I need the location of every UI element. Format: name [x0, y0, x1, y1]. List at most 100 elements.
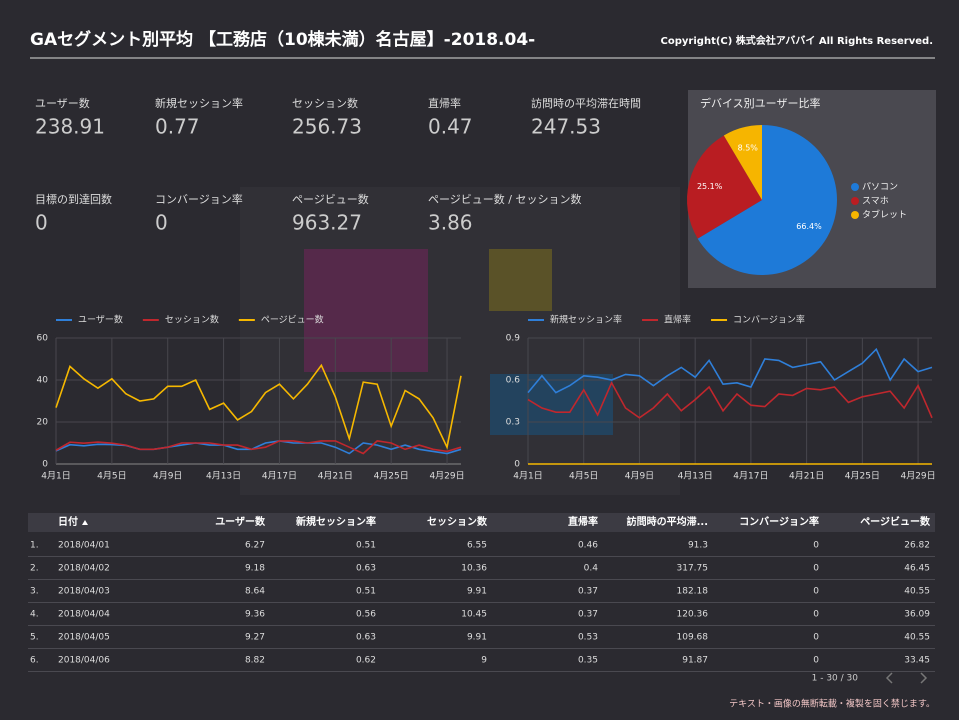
table-cell: 4. — [30, 610, 39, 620]
legend-swatch — [851, 197, 859, 205]
pie-title: デバイス別ユーザー比率 — [700, 96, 820, 110]
x-tick-label: 4月5日 — [569, 471, 598, 482]
legend-swatch — [851, 183, 859, 191]
table-cell: 40.55 — [904, 633, 930, 643]
series-line — [55, 440, 462, 455]
table-cell: 0.35 — [578, 656, 598, 666]
table-cell: 9.36 — [245, 610, 265, 620]
table-cell: 9 — [481, 656, 487, 666]
y-tick-label: 0 — [42, 460, 48, 470]
y-tick-label: 60 — [37, 334, 49, 344]
column-header: コンバージョン率 — [739, 515, 819, 528]
table-cell: 40.55 — [904, 587, 930, 597]
y-tick-label: 20 — [37, 418, 49, 428]
pie-label: 66.4% — [796, 222, 822, 231]
watermark — [304, 249, 428, 372]
table-cell: 0.37 — [578, 610, 598, 620]
legend-swatch — [851, 211, 859, 219]
footer-note: テキスト・画像の無断転載・複製を固く禁じます。 — [729, 698, 935, 710]
pie-slice — [687, 135, 762, 239]
table-cell: 36.09 — [904, 610, 930, 620]
column-header: 訪問時の平均滞... — [627, 515, 708, 528]
table-cell: 5. — [30, 633, 39, 643]
pie-slice — [723, 125, 762, 200]
table-cell: 0.56 — [356, 610, 376, 620]
table-cell: 9.27 — [245, 633, 265, 643]
x-tick-label: 4月17日 — [733, 471, 768, 482]
table-cell: 9.91 — [467, 587, 487, 597]
y-tick-label: 0.3 — [506, 418, 520, 428]
kpi-value: 0.77 — [155, 115, 200, 139]
table-cell: 2018/04/03 — [58, 587, 110, 597]
table-cell: 26.82 — [904, 541, 930, 551]
y-tick-label: 40 — [37, 376, 49, 386]
y-tick-label: 0.9 — [506, 334, 521, 344]
table-cell: 6.27 — [245, 541, 265, 551]
watermark — [489, 249, 552, 311]
table-header-bg — [28, 513, 935, 532]
table-cell: 8.64 — [245, 587, 265, 597]
kpi-label: 新規セッション率 — [155, 96, 243, 110]
kpi-value: 247.53 — [531, 115, 601, 139]
table-cell: 0.51 — [356, 541, 376, 551]
table-cell: 0 — [813, 587, 819, 597]
table-cell: 8.82 — [245, 656, 265, 666]
table-cell: 182.18 — [677, 587, 709, 597]
pie-label: 25.1% — [697, 182, 723, 191]
series-line — [527, 347, 933, 394]
kpi-value: 963.27 — [292, 211, 362, 235]
pager-arrows[interactable] — [885, 672, 928, 684]
page-title: GAセグメント別平均 【工務店（10棟未満）名古屋】-2018.04- — [30, 29, 535, 50]
x-tick-label: 4月29日 — [900, 471, 935, 482]
column-header: ユーザー数 — [215, 515, 266, 528]
table-cell: 0.62 — [356, 656, 376, 666]
table-cell: 2018/04/06 — [58, 656, 110, 666]
series-line — [527, 380, 933, 419]
table-cell: 2. — [30, 564, 39, 574]
legend-label: スマホ — [862, 196, 889, 207]
legend-label: コンバージョン率 — [733, 314, 805, 326]
table-cell: 109.68 — [677, 633, 709, 643]
y-tick-label: 0.6 — [506, 376, 521, 386]
column-header: セッション数 — [427, 515, 488, 528]
kpi-label: 目標の到達回数 — [35, 192, 112, 206]
table-cell: 9.18 — [245, 564, 265, 574]
table-cell: 0.46 — [578, 541, 598, 551]
legend-label: ページビュー数 — [261, 314, 324, 326]
legend-label: 直帰率 — [664, 314, 691, 326]
kpi-value: 3.86 — [428, 211, 473, 235]
table-cell: 0.63 — [356, 633, 376, 643]
kpi-label: ページビュー数 / セッション数 — [428, 193, 581, 206]
table-cell: 2018/04/02 — [58, 564, 110, 574]
table-cell: 2018/04/04 — [58, 610, 110, 620]
legend-label: ユーザー数 — [78, 314, 123, 326]
x-tick-label: 4月9日 — [625, 471, 654, 482]
x-tick-label: 4月29日 — [429, 471, 464, 482]
table-cell: 2018/04/05 — [58, 633, 110, 643]
table-cell: 317.75 — [677, 564, 709, 574]
column-header: ページビュー数 — [860, 515, 931, 528]
table-cell: 33.45 — [904, 656, 930, 666]
column-header: 日付 — [58, 515, 78, 528]
x-tick-label: 4月13日 — [206, 471, 241, 482]
kpi-value: 0 — [35, 211, 48, 235]
kpi-value: 256.73 — [292, 115, 362, 139]
kpi-label: ユーザー数 — [35, 97, 90, 110]
legend-label: セッション数 — [165, 314, 219, 326]
pie-label: 8.5% — [738, 143, 759, 152]
kpi-value: 0.47 — [428, 115, 473, 139]
table-cell: 0.37 — [578, 587, 598, 597]
table-cell: 46.45 — [904, 564, 930, 574]
kpi-label: コンバージョン率 — [155, 192, 243, 206]
y-tick-label: 0 — [514, 460, 520, 470]
table-cell: 0 — [813, 633, 819, 643]
kpi-label: 直帰率 — [428, 96, 461, 110]
table-cell: 6.55 — [467, 541, 487, 551]
table-cell: 0 — [813, 564, 819, 574]
table-cell: 2018/04/01 — [58, 541, 110, 551]
table-cell: 9.91 — [467, 633, 487, 643]
x-tick-label: 4月17日 — [262, 471, 297, 482]
legend-label: パソコン — [862, 182, 898, 193]
